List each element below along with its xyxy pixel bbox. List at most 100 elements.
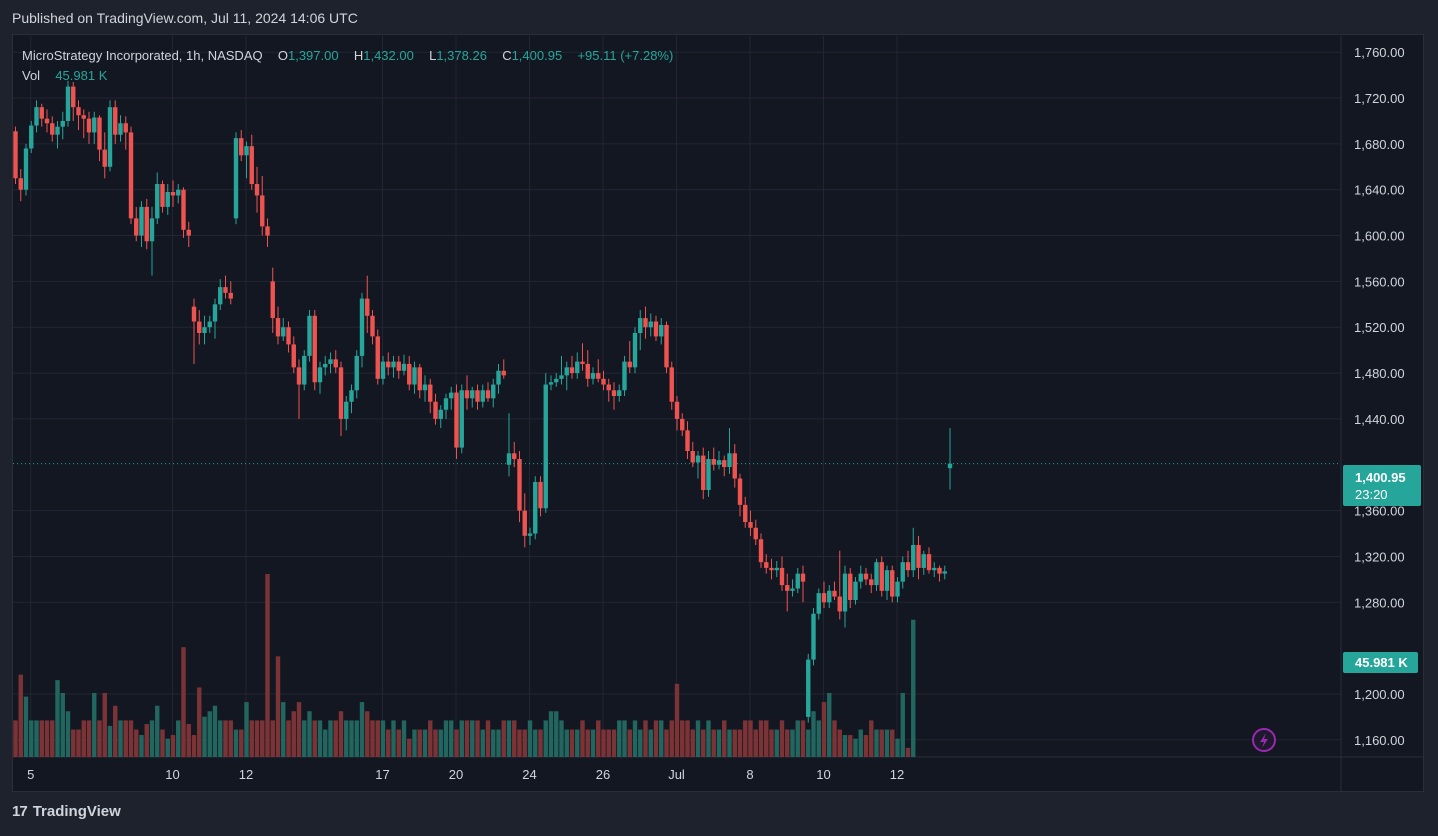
- candle-body: [191, 306, 197, 322]
- candle-body: [695, 455, 701, 463]
- volume-bar: [139, 735, 144, 757]
- chart-legend: MicroStrategy Incorporated, 1h, NASDAQ O…: [22, 46, 673, 86]
- volume-bar: [23, 696, 29, 757]
- candle-body: [412, 367, 417, 385]
- candle-body: [396, 361, 401, 371]
- candle-body: [501, 370, 506, 376]
- candle-body: [638, 318, 643, 333]
- candle-body: [281, 327, 286, 337]
- x-tick-label: Jul: [668, 767, 685, 782]
- candle-body: [155, 183, 160, 219]
- volume-bar: [365, 711, 370, 757]
- candle-body: [800, 573, 806, 582]
- candle-body: [239, 138, 244, 156]
- y-tick-label: 1,280.00: [1354, 595, 1405, 610]
- volume-bar: [680, 720, 685, 757]
- candle-body: [86, 118, 92, 133]
- volume-bar: [874, 729, 879, 757]
- volume-bar: [564, 729, 569, 757]
- candle-body: [128, 132, 134, 219]
- volume-bar: [690, 729, 695, 757]
- candle-body: [774, 567, 779, 571]
- candle-body: [890, 570, 895, 597]
- candle-body: [212, 304, 218, 322]
- candle-body: [60, 120, 65, 127]
- candle-body: [690, 451, 695, 463]
- candle-body: [716, 460, 722, 465]
- volume-bar: [97, 720, 102, 757]
- volume-value: 45.981 K: [55, 68, 108, 83]
- volume-bar: [55, 680, 60, 757]
- candle-body: [380, 361, 386, 379]
- volume-bar: [244, 702, 249, 757]
- volume-bar: [559, 720, 564, 757]
- volume-bar: [758, 720, 764, 757]
- volume-bar: [407, 738, 412, 757]
- candle-body: [407, 363, 412, 385]
- volume-bar: [228, 720, 233, 757]
- candle-body: [149, 218, 155, 242]
- volume-bar: [354, 720, 359, 757]
- candle-body: [254, 183, 260, 196]
- candle-body: [286, 327, 291, 345]
- candle-body: [664, 324, 669, 368]
- candle-body: [564, 367, 569, 376]
- volume-bar: [890, 729, 895, 757]
- x-tick-label: 26: [596, 767, 610, 782]
- volume-bar: [333, 720, 338, 757]
- published-caption: Published on TradingView.com, Jul 11, 20…: [12, 10, 358, 26]
- y-tick-label: 1,320.00: [1354, 549, 1405, 564]
- volume-bar: [596, 720, 601, 757]
- volume-bar: [349, 720, 354, 757]
- volume-bar: [853, 738, 858, 757]
- candle-body: [596, 373, 601, 379]
- candle-body: [622, 361, 627, 391]
- candle-body: [895, 581, 900, 597]
- volume-bar: [827, 692, 832, 757]
- volume-label[interactable]: Vol: [22, 68, 41, 83]
- tradingview-logo[interactable]: 17 TradingView: [12, 803, 121, 820]
- volume-bar: [711, 729, 716, 757]
- candle-body: [701, 455, 706, 490]
- candle-body: [627, 361, 632, 368]
- volume-bar: [291, 711, 296, 757]
- volume-bar: [648, 729, 653, 757]
- candle-body: [617, 390, 622, 396]
- volume-bar: [443, 720, 449, 757]
- candle-body: [554, 378, 559, 383]
- candle-body: [727, 453, 732, 468]
- candle-body: [359, 298, 365, 356]
- y-tick-label: 1,440.00: [1354, 412, 1405, 427]
- volume-bar: [590, 729, 596, 757]
- symbol-description[interactable]: MicroStrategy Incorporated, 1h, NASDAQ: [22, 48, 263, 63]
- volume-bar: [92, 692, 97, 757]
- volume-bar: [233, 729, 239, 757]
- candle-body: [296, 367, 302, 385]
- change-value: +95.11 (+7.28%): [577, 48, 674, 63]
- candle-body: [275, 318, 281, 337]
- volume-bar: [302, 720, 307, 757]
- candle-body: [349, 390, 354, 402]
- x-tick-label: 17: [375, 767, 389, 782]
- volume-bar: [659, 720, 664, 757]
- volume-bar: [18, 674, 23, 757]
- candle-body: [947, 463, 953, 469]
- candle-body: [39, 107, 44, 119]
- y-tick-label: 1,600.00: [1354, 229, 1405, 244]
- volume-bar: [664, 729, 669, 757]
- volume-bar: [396, 729, 401, 757]
- candle-body: [795, 573, 800, 589]
- volume-bar: [863, 735, 869, 757]
- candle-body: [65, 86, 71, 121]
- volume-bar: [186, 724, 191, 757]
- volume-bar: [317, 720, 323, 757]
- candle-body: [706, 459, 711, 490]
- candle-body: [433, 401, 438, 419]
- chart-pane[interactable]: [12, 34, 1424, 792]
- volume-bar: [202, 716, 207, 757]
- candle-body: [921, 554, 926, 568]
- y-tick-label: 1,520.00: [1354, 320, 1405, 335]
- candle-body: [769, 567, 774, 571]
- candle-body: [585, 363, 590, 379]
